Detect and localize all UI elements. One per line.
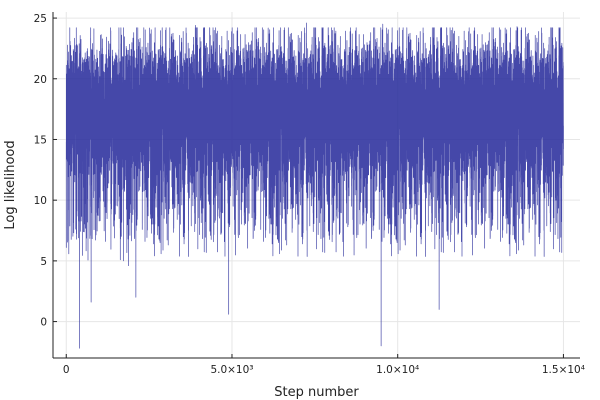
x-tick-label: 1.0×10⁴	[376, 364, 419, 376]
y-tick-label: 20	[34, 74, 47, 86]
x-tick-label: 0	[63, 364, 70, 376]
axes	[52, 12, 580, 359]
y-axis-label: Log likelihood	[3, 140, 18, 229]
series-line	[65, 22, 564, 349]
x-axis-label: Step number	[274, 385, 359, 400]
y-tick-label: 10	[34, 195, 47, 207]
y-tick-label: 0	[40, 317, 47, 329]
series-trace	[65, 22, 564, 349]
x-tick-label: 5.0×10³	[210, 364, 253, 376]
y-tick-label: 15	[34, 134, 47, 146]
x-tick-label: 1.5×10⁴	[542, 364, 585, 376]
tick-labels: 0 5.0×10³ 1.0×10⁴ 1.5×10⁴ 0 5 10 15 20 25	[34, 13, 585, 376]
y-tick-label: 5	[40, 256, 47, 268]
y-tick-label: 25	[34, 13, 47, 25]
